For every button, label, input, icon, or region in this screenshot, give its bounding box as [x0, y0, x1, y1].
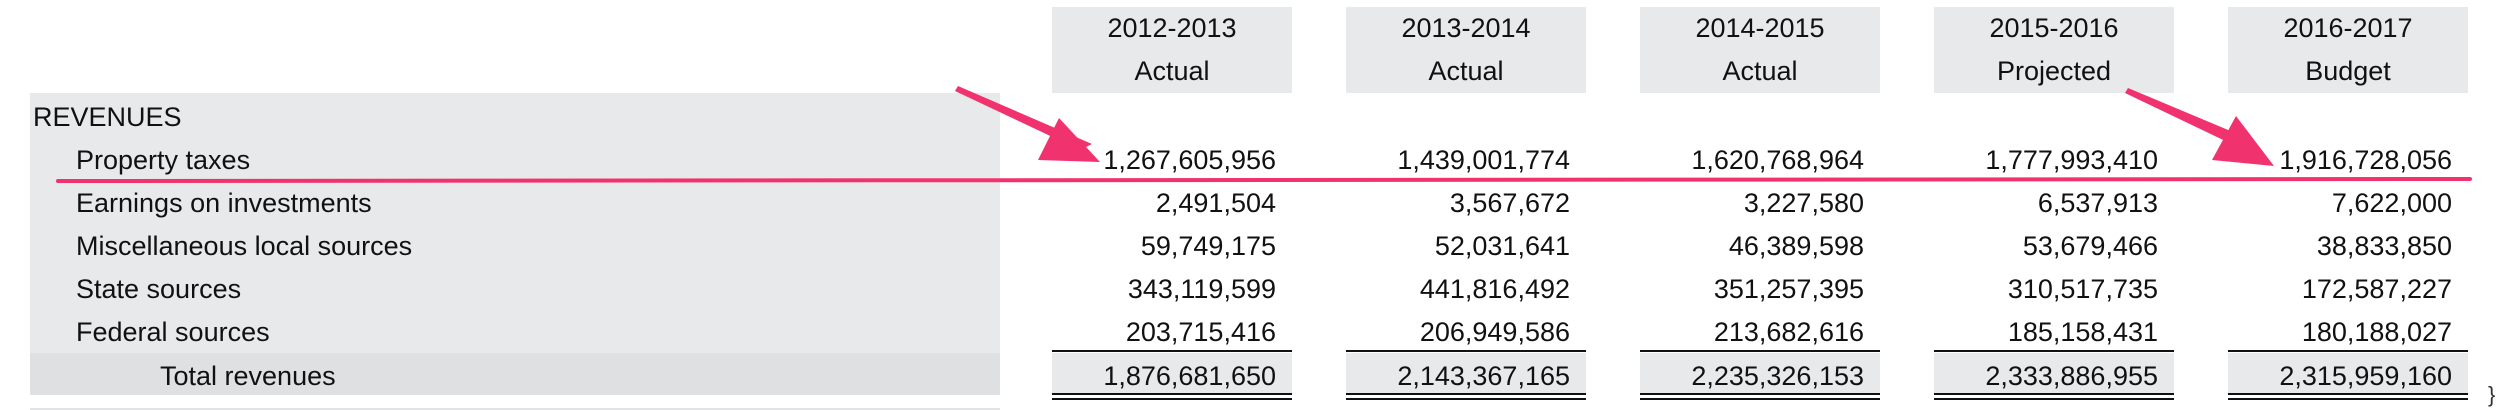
row-label-state-sources: State sources [76, 274, 242, 304]
column-status: Actual [1428, 56, 1504, 86]
cell-misc-local-2016-2017: 38,833,850 [2316, 231, 2452, 261]
cell-property-taxes-2015-2016: 1,777,993,410 [1985, 145, 2158, 175]
column-period: 2016-2017 [2283, 13, 2413, 43]
cell-total-2016-2017: 2,315,959,160 [2279, 361, 2452, 391]
total-label: Total revenues [160, 361, 336, 391]
edge-bracket-glyph: } [2488, 382, 2496, 407]
cell-property-taxes-2016-2017: 1,916,728,056 [2279, 145, 2452, 175]
column-period: 2015-2016 [1989, 13, 2119, 43]
total-cell-background [1934, 353, 2174, 393]
subtotal-rule [1346, 350, 1586, 352]
total-double-rule [2228, 393, 2468, 400]
cell-state-sources-2015-2016: 310,517,735 [2007, 274, 2158, 304]
subtotal-rule [1934, 350, 2174, 352]
column-header-2012-2013: 2012-2013 Actual [1052, 7, 1292, 93]
cell-earnings-2012-2013: 2,491,504 [1155, 188, 1276, 218]
column-period: 2014-2015 [1695, 13, 1825, 43]
total-cell-background [1640, 353, 1880, 393]
cell-misc-local-2012-2013: 59,749,175 [1140, 231, 1276, 261]
column-period: 2013-2014 [1401, 13, 1531, 43]
column-status: Actual [1134, 56, 1210, 86]
column-header-2016-2017: 2016-2017 Budget [2228, 7, 2468, 93]
column-status: Actual [1722, 56, 1798, 86]
section-title: REVENUES [33, 102, 182, 132]
row-label-miscellaneous-local-sources: Miscellaneous local sources [76, 231, 413, 261]
cell-total-2013-2014: 2,143,367,165 [1397, 361, 1570, 391]
cell-federal-sources-2014-2015: 213,682,616 [1713, 317, 1864, 347]
total-cell-background [1346, 353, 1586, 393]
column-header-2014-2015: 2014-2015 Actual [1640, 7, 1880, 93]
column-status: Projected [1996, 56, 2112, 86]
column-period: 2012-2013 [1107, 13, 1237, 43]
cell-earnings-2015-2016: 6,537,913 [2037, 188, 2158, 218]
cell-property-taxes-2014-2015: 1,620,768,964 [1691, 145, 1864, 175]
cell-misc-local-2013-2014: 52,031,641 [1434, 231, 1570, 261]
total-cell-background [1052, 353, 1292, 393]
cell-property-taxes-2013-2014: 1,439,001,774 [1397, 145, 1570, 175]
total-label-background [30, 353, 1000, 395]
label-column-background [30, 93, 1000, 353]
cell-misc-local-2014-2015: 46,389,598 [1728, 231, 1864, 261]
column-status: Budget [2305, 56, 2391, 86]
cell-earnings-2014-2015: 3,227,580 [1743, 188, 1864, 218]
subtotal-rule [2228, 350, 2468, 352]
cell-total-2014-2015: 2,235,326,153 [1691, 361, 1864, 391]
total-double-rule [1934, 393, 2174, 400]
total-double-rule [1346, 393, 1586, 400]
cell-total-2015-2016: 2,333,886,955 [1985, 361, 2158, 391]
column-header-2013-2014: 2013-2014 Actual [1346, 7, 1586, 93]
cell-federal-sources-2012-2013: 203,715,416 [1125, 317, 1276, 347]
cell-federal-sources-2016-2017: 180,188,027 [2301, 317, 2452, 347]
cell-state-sources-2012-2013: 343,119,599 [1127, 274, 1276, 304]
subtotal-rule [1052, 350, 1292, 352]
total-double-rule [1052, 393, 1292, 400]
total-cell-background [2228, 353, 2468, 393]
label-column-bottom-rule [30, 408, 1000, 410]
row-label-federal-sources: Federal sources [76, 317, 270, 347]
row-label-earnings-on-investments: Earnings on investments [76, 188, 372, 218]
total-double-rule [1640, 393, 1880, 400]
cell-misc-local-2015-2016: 53,679,466 [2022, 231, 2158, 261]
cell-total-2012-2013: 1,876,681,650 [1103, 361, 1276, 391]
cell-state-sources-2013-2014: 441,816,492 [1419, 274, 1570, 304]
cell-state-sources-2016-2017: 172,587,227 [2301, 274, 2452, 304]
cell-earnings-2013-2014: 3,567,672 [1449, 188, 1570, 218]
subtotal-rule [1640, 350, 1880, 352]
row-label-property-taxes: Property taxes [76, 145, 251, 175]
column-header-2015-2016: 2015-2016 Projected [1934, 7, 2174, 93]
cell-federal-sources-2013-2014: 206,949,586 [1419, 317, 1570, 347]
cell-federal-sources-2015-2016: 185,158,431 [2007, 317, 2158, 347]
cell-property-taxes-2012-2013: 1,267,605,956 [1103, 145, 1276, 175]
cell-earnings-2016-2017: 7,622,000 [2331, 188, 2452, 218]
cell-state-sources-2014-2015: 351,257,395 [1713, 274, 1864, 304]
